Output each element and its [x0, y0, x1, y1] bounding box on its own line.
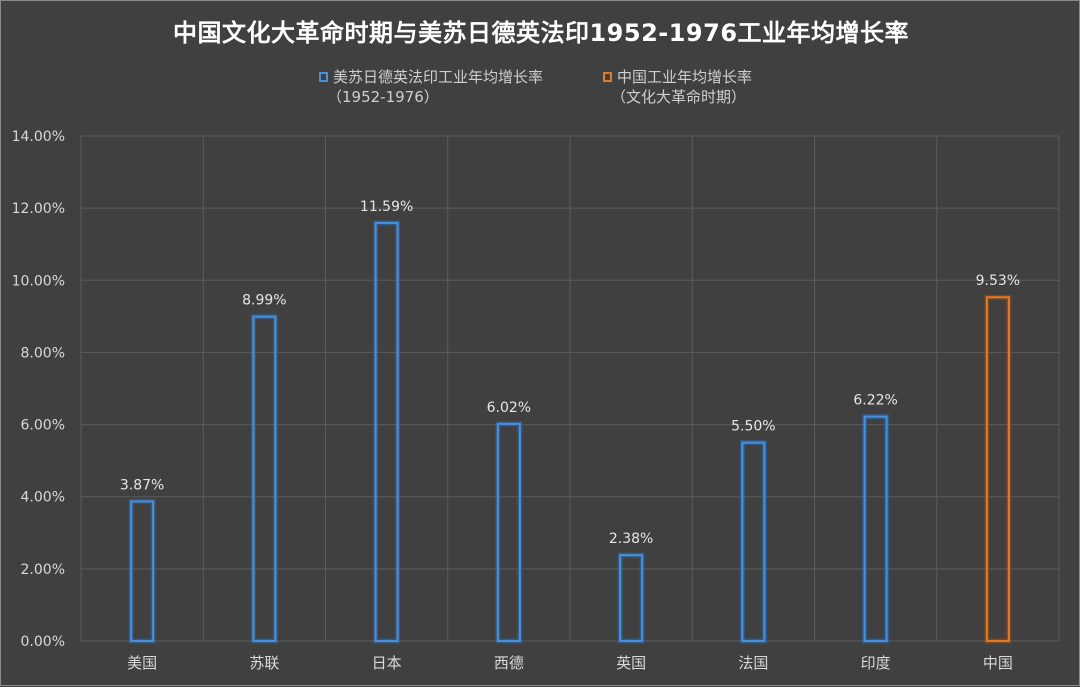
- bar: [863, 415, 888, 642]
- data-label: 9.53%: [976, 273, 1020, 289]
- x-tick-label: 日本: [372, 654, 402, 672]
- bar: [130, 500, 155, 642]
- bar: [985, 296, 1010, 642]
- bar-glow: [250, 314, 278, 644]
- y-tick-label: 14.00%: [12, 129, 65, 145]
- legend-label-foreign: 美苏日德英法印工业年均增长率: [333, 68, 544, 86]
- bar-glow: [617, 552, 645, 644]
- bar: [252, 315, 277, 642]
- bar-glow: [128, 498, 156, 644]
- bar-glow: [984, 294, 1012, 644]
- x-tick-label: 美国: [127, 654, 157, 672]
- bar-glow: [739, 440, 767, 644]
- x-tick-label: 中国: [983, 654, 1013, 672]
- bar: [496, 422, 521, 642]
- bar: [374, 221, 399, 643]
- legend-swatch-foreign: [319, 72, 328, 82]
- bar-glow: [495, 421, 523, 644]
- legend-item-foreign: 美苏日德英法印工业年均增长率 （1952-1976）: [319, 67, 543, 107]
- legend-sublabel-foreign: （1952-1976）: [327, 88, 439, 106]
- y-tick-label: 12.00%: [12, 201, 65, 217]
- y-tick-label: 0.00%: [21, 634, 65, 650]
- y-tick-label: 4.00%: [21, 490, 65, 506]
- x-tick-label: 苏联: [249, 654, 279, 672]
- data-label: 6.02%: [487, 400, 531, 416]
- data-label: 3.87%: [120, 477, 164, 493]
- chart-legend: 美苏日德英法印工业年均增长率 （1952-1976） 中国工业年均增长率 （文化…: [1, 67, 1080, 117]
- bar: [741, 441, 766, 642]
- y-tick-label: 6.00%: [21, 418, 65, 434]
- bar: [619, 554, 644, 643]
- data-label: 11.59%: [360, 199, 413, 215]
- legend-label-china: 中国工业年均增长率: [617, 68, 753, 86]
- data-label: 8.99%: [242, 293, 286, 309]
- bar-glow: [862, 414, 890, 644]
- x-tick-label: 印度: [861, 654, 891, 672]
- legend-sublabel-china: （文化大革命时期）: [611, 88, 747, 106]
- data-label: 5.50%: [731, 419, 775, 435]
- bar-glow: [373, 220, 401, 644]
- legend-swatch-china: [603, 72, 612, 82]
- x-tick-label: 法国: [738, 654, 768, 672]
- chart-title: 中国文化大革命时期与美苏日德英法印1952-1976工业年均增长率: [172, 19, 910, 47]
- legend-item-china: 中国工业年均增长率 （文化大革命时期）: [603, 67, 752, 107]
- x-tick-label: 英国: [616, 654, 646, 672]
- data-label: 6.22%: [853, 393, 897, 409]
- y-tick-label: 2.00%: [21, 562, 65, 578]
- x-tick-label: 西德: [494, 654, 524, 672]
- data-label: 2.38%: [609, 531, 653, 547]
- y-tick-label: 8.00%: [21, 345, 65, 361]
- y-tick-label: 10.00%: [12, 273, 65, 289]
